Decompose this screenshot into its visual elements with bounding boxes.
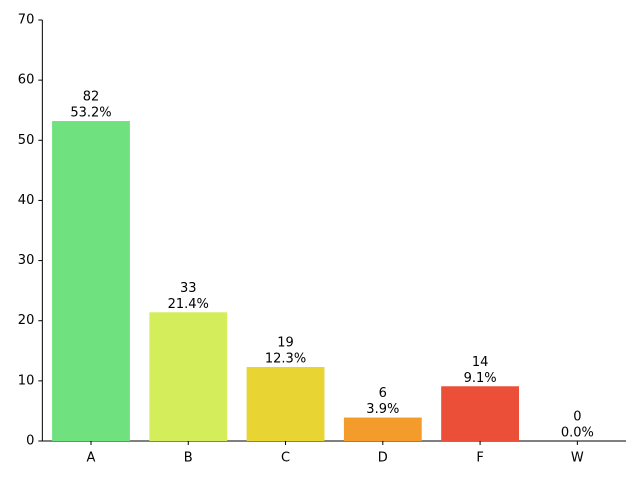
y-tick-label: 30 <box>18 253 35 268</box>
value-label: 3.9% <box>366 402 399 417</box>
x-tick-label: A <box>87 451 96 466</box>
count-label: 6 <box>379 386 387 401</box>
bar <box>149 312 228 441</box>
x-tick-label: F <box>476 451 483 466</box>
x-tick-label: C <box>281 451 290 466</box>
value-label: 0.0% <box>561 426 594 441</box>
y-tick-label: 50 <box>18 133 35 148</box>
count-label: 14 <box>472 355 489 370</box>
bar <box>441 386 519 441</box>
y-tick-label: 20 <box>18 313 35 328</box>
y-tick-label: 40 <box>18 193 35 208</box>
count-label: 19 <box>277 336 294 351</box>
x-tick-label: B <box>184 451 193 466</box>
x-tick-label: W <box>571 451 584 466</box>
y-tick-label: 0 <box>26 434 34 449</box>
count-label: 33 <box>180 281 197 296</box>
value-label: 9.1% <box>464 371 497 386</box>
value-label: 12.3% <box>265 352 306 367</box>
x-tick-label: D <box>378 451 388 466</box>
y-tick-label: 10 <box>18 373 35 388</box>
bar <box>343 417 422 441</box>
y-tick-label: 60 <box>18 73 35 88</box>
bar <box>246 367 325 441</box>
count-label: 82 <box>83 90 100 105</box>
y-tick-label: 70 <box>18 13 35 28</box>
value-label: 21.4% <box>168 297 209 312</box>
count-label: 0 <box>573 410 581 425</box>
bar <box>52 121 130 441</box>
value-label: 53.2% <box>70 106 111 121</box>
